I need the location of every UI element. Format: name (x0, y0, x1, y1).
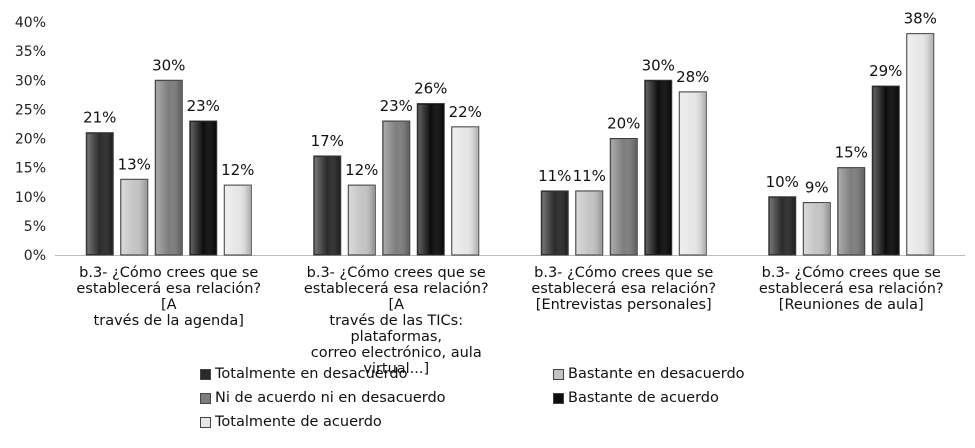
bar-shade (680, 92, 706, 255)
x-category-label-line: b.3- ¿Cómo crees que se (534, 265, 714, 281)
legend-item: Totalmente en desacuerdo (200, 366, 407, 382)
bars-group (85, 33, 935, 256)
bar-shade (576, 191, 602, 254)
data-label: 10% (766, 173, 799, 191)
y-tick-label: 35% (15, 44, 46, 60)
data-label: 38% (904, 10, 937, 28)
y-tick-label: 25% (15, 102, 46, 118)
bar-shade (873, 87, 899, 254)
bar-shade (838, 168, 864, 254)
bar-shade (349, 186, 375, 254)
legend-label: Totalmente de acuerdo (215, 414, 382, 430)
x-category-label-line: [Entrevistas personales] (535, 297, 712, 313)
bar-shade (418, 104, 444, 254)
bar-shade (314, 156, 340, 254)
bar-shade (383, 122, 409, 255)
legend-item: Bastante en desacuerdo (553, 366, 745, 382)
y-tick-label: 30% (15, 73, 46, 89)
legend-item: Bastante de acuerdo (553, 390, 719, 406)
bar-shade (769, 197, 795, 254)
bar-shade (225, 186, 251, 254)
x-category-label-line: b.3- ¿Cómo crees que se (306, 265, 486, 281)
x-category-label-line: través de la agenda] (93, 313, 244, 329)
legend-swatch (200, 392, 211, 404)
legend-swatch (553, 392, 564, 404)
data-label: 30% (152, 56, 185, 74)
legend-swatch (553, 368, 564, 380)
y-axis: 0% 5% 10% 15% 20% 25% 30% 35% 40% (15, 15, 965, 264)
legend-label: Totalmente en desacuerdo (215, 366, 408, 382)
data-label: 9% (805, 179, 829, 197)
bar-shade (156, 81, 182, 254)
legend-label: Ni de acuerdo ni en desacuerdo (215, 390, 446, 406)
data-label: 21% (83, 109, 116, 127)
x-category-label-line: correo electrónico, aula (310, 345, 482, 361)
data-label: 29% (869, 62, 902, 80)
data-label: 26% (414, 80, 447, 98)
data-label: 17% (311, 132, 344, 150)
data-label: 20% (607, 115, 640, 133)
bar-shade (542, 191, 568, 254)
bar-shade (190, 122, 216, 255)
bar-shade (452, 127, 478, 254)
y-tick-label: 0% (24, 248, 46, 264)
bar-shade (611, 139, 637, 254)
x-category-label: b.3- ¿Cómo crees que se establecerá esa r… (69, 265, 269, 329)
y-tick-label: 40% (15, 15, 46, 31)
legend-item: Totalmente de acuerdo (200, 414, 382, 430)
x-category-label-line: través de las TICs: plataformas, (329, 313, 464, 345)
x-category-label: b.3- ¿Cómo crees que se establecerá esa r… (751, 265, 951, 313)
y-tick-label: 20% (15, 132, 46, 148)
bar-shade (907, 34, 933, 255)
legend-label: Bastante en desacuerdo (568, 366, 745, 382)
data-labels-group: 21%13%30%23%12%17%12%23%26%22%11% 11%20%3… (83, 10, 937, 197)
data-label: 11% (538, 167, 571, 185)
data-label: 28% (676, 68, 709, 86)
bar-shade (645, 81, 671, 254)
x-category-label: b.3- ¿Cómo crees que se establecerá esa r… (524, 265, 724, 313)
data-label: 13% (118, 155, 151, 173)
x-category-label-line: virtual...] (363, 361, 430, 377)
data-label: 11% (573, 167, 606, 185)
data-label: 15% (835, 144, 868, 162)
x-category-label-line: establecerá esa relación? [A (76, 281, 262, 313)
y-tick-label: 5% (24, 219, 46, 235)
data-label: 12% (221, 161, 254, 179)
x-category-label-line: establecerá esa relación? [A (303, 281, 489, 313)
y-tick-label: 10% (15, 190, 46, 206)
x-category-label: b.3- ¿Cómo crees que se establecerá esa r… (296, 265, 496, 377)
bar-shade (121, 180, 147, 254)
legend-swatch (200, 368, 211, 380)
data-label: 30% (642, 56, 675, 74)
x-category-label-line: [Reuniones de aula] (778, 297, 924, 313)
bar-shade (804, 203, 830, 254)
legend-item: Ni de acuerdo ni en desacuerdo (200, 390, 446, 406)
y-tick-label: 15% (15, 161, 46, 177)
legend-swatch (200, 416, 211, 428)
x-category-label-line: establecerá esa relación? (758, 281, 944, 297)
data-label: 12% (345, 161, 378, 179)
x-category-label-line: b.3- ¿Cómo crees que se (761, 265, 941, 281)
x-category-label-line: establecerá esa relación? (531, 281, 717, 297)
data-label: 22% (449, 103, 482, 121)
data-label: 23% (380, 97, 413, 115)
bar-shade (87, 133, 113, 254)
legend-label: Bastante de acuerdo (568, 390, 719, 406)
x-category-label-line: b.3- ¿Cómo crees que se (79, 265, 259, 281)
data-label: 23% (187, 97, 220, 115)
